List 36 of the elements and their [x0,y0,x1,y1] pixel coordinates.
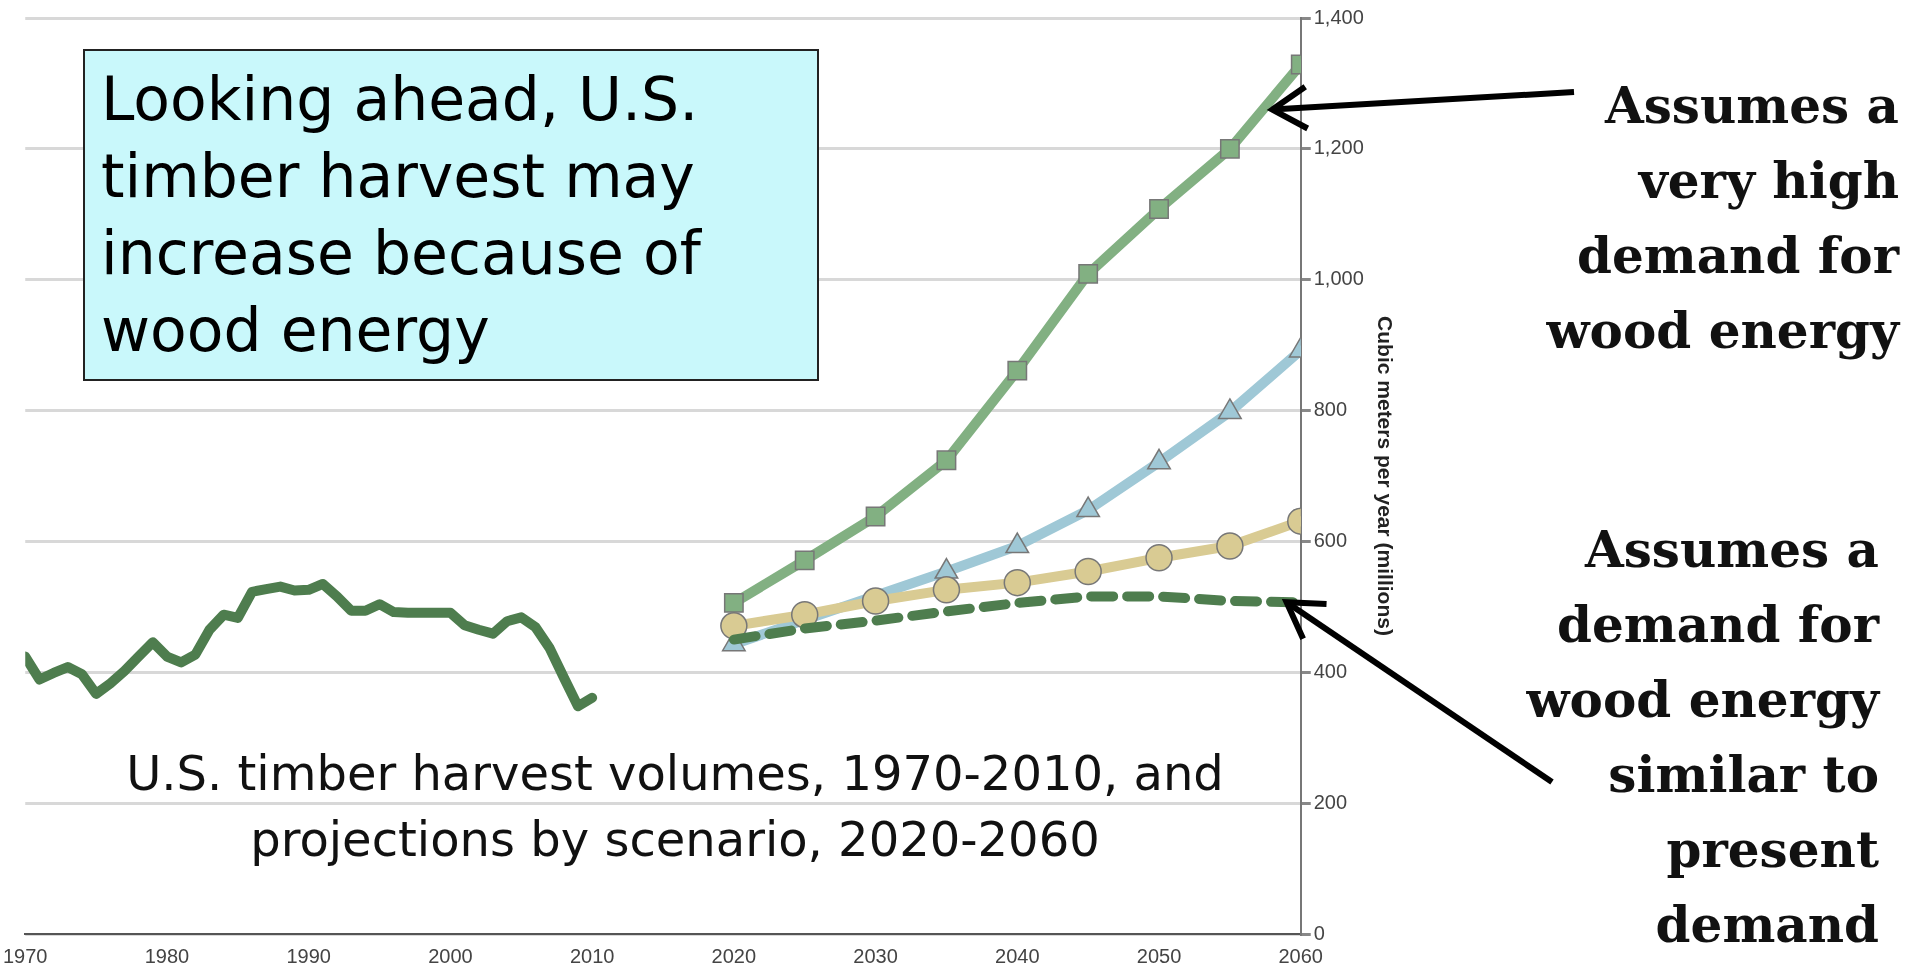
point [861,587,890,615]
y-tick-label: 0 [1313,921,1325,944]
annotation: Assumes a demand for wood energy similar to present demand [1525,519,1879,956]
point [1074,557,1102,586]
y-tick-label: 600 [1313,528,1348,551]
x-tick-label: 2030 [853,944,898,967]
point [1078,263,1099,284]
y-tick-label: 200 [1313,790,1348,813]
point [865,506,886,527]
annotation: U.S. timber harvest volumes, 1970-2010, and projections by scenario, 2020-2060 [125,744,1225,869]
y-tick-label: 1,200 [1313,136,1364,159]
point [932,576,961,604]
x-tick-label: 2000 [428,944,473,967]
x-tick-label: 1980 [144,944,190,967]
x-tick-label: 2020 [711,944,757,967]
point [1003,568,1032,597]
x-tick-label: 2050 [1136,944,1182,967]
x-tick-label: 1970 [3,944,48,967]
annotation: Assumes a very high demand for wood energy [1545,75,1899,362]
y-tick-label: 1,400 [1313,5,1364,28]
point [1216,532,1244,560]
point [1007,360,1028,381]
y-tick-label: 800 [1313,398,1348,421]
point [1219,138,1240,159]
y-tick-label: 1,000 [1313,267,1364,290]
y-axis-title: Cubic meters per year (millions) [1373,316,1397,636]
point [1145,544,1173,572]
point [794,550,815,571]
point [723,592,744,613]
x-tick-label: 2010 [569,944,615,967]
x-tick-label: 2040 [995,944,1040,967]
x-tick-label: 1990 [286,944,331,967]
point [936,450,957,471]
annotation: Looking ahead, U.S. timber harvest may increase because of wood energy [83,49,819,381]
point [1149,199,1169,219]
x-tick-label: 2060 [1278,944,1323,967]
